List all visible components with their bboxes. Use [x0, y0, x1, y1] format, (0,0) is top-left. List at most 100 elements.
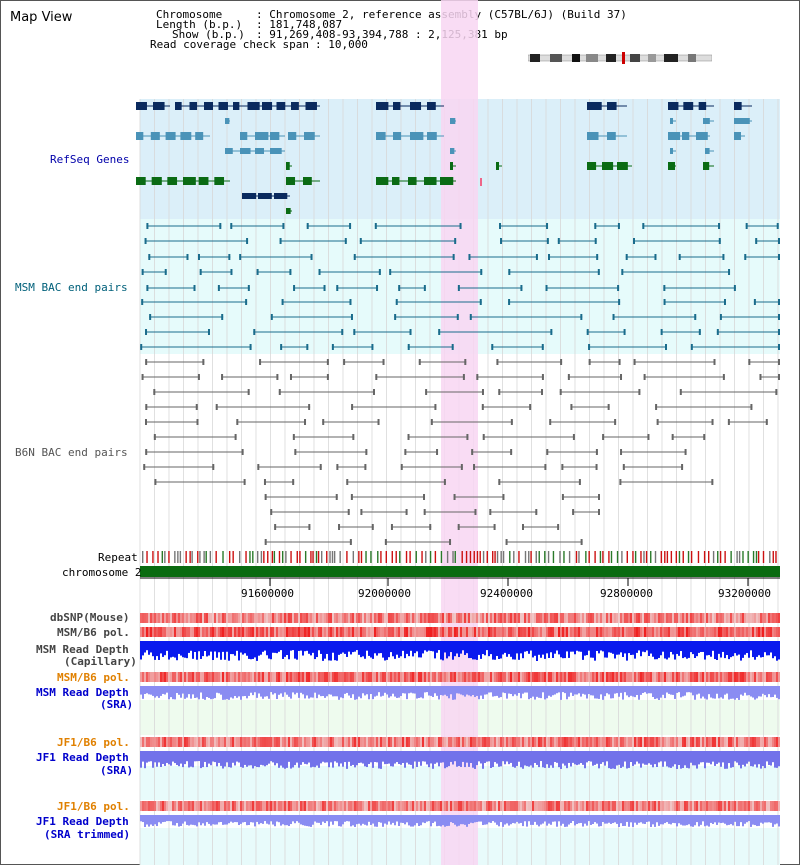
track-label-jf1-depth-trim-1[interactable]: JF1 Read Depth	[36, 815, 129, 828]
read-depth-bar	[588, 686, 590, 695]
read-depth-bar	[430, 641, 432, 651]
refseq-genes-track[interactable]	[136, 102, 752, 214]
read-depth-bar	[678, 686, 680, 693]
polymorphism-cell	[214, 627, 216, 637]
polymorphism-cell	[432, 801, 434, 811]
track-label-b6n-bac[interactable]: B6N BAC end pairs	[15, 446, 128, 459]
read-depth-bar	[504, 751, 506, 765]
polymorphism-cell	[218, 613, 220, 623]
read-depth-bar	[328, 641, 330, 661]
track-label-repeat[interactable]: Repeat	[98, 551, 138, 564]
polymorphism-cell	[492, 627, 494, 637]
chromosome-ideogram-icon[interactable]	[528, 52, 712, 64]
polymorphism-cell	[300, 801, 302, 811]
read-depth-bar	[462, 815, 464, 825]
polymorphism-cell	[312, 672, 314, 682]
read-depth-tracks[interactable]	[140, 641, 780, 827]
polymorphism-cell	[426, 737, 428, 747]
polymorphism-cell	[740, 613, 742, 623]
read-depth-bar	[228, 686, 230, 700]
read-depth-bar	[734, 686, 736, 700]
track-label-dbsnp[interactable]: dbSNP(Mouse)	[50, 611, 130, 624]
read-depth-bar	[634, 815, 636, 823]
polymorphism-cell	[148, 627, 150, 637]
read-depth-bar	[262, 686, 264, 699]
msm-end	[256, 269, 259, 275]
track-label-msm-b6-pol-2[interactable]: MSM/B6 pol.	[57, 671, 130, 684]
polymorphism-cell	[486, 801, 488, 811]
selection-highlight[interactable]	[441, 0, 478, 865]
track-label-msm-depth-sra-1[interactable]: MSM Read Depth	[36, 686, 129, 699]
track-label-jf1-b6-pol-1[interactable]: JF1/B6 pol.	[57, 736, 130, 749]
polymorphism-cell	[606, 801, 608, 811]
track-label-jf1-b6-pol-2[interactable]: JF1/B6 pol.	[57, 800, 130, 813]
polymorphism-cell	[296, 672, 298, 682]
track-label-refseq[interactable]: RefSeq Genes	[50, 153, 130, 166]
read-depth-bar	[232, 815, 234, 823]
read-depth-bar	[746, 641, 748, 654]
polymorphism-tracks[interactable]	[140, 613, 780, 811]
msm-end	[219, 223, 222, 229]
chromosome-track[interactable]	[140, 566, 780, 577]
polymorphism-cell	[272, 737, 274, 747]
read-depth-bar	[188, 641, 190, 653]
read-depth-bar	[412, 686, 414, 694]
polymorphism-cell	[432, 627, 434, 637]
polymorphism-cell	[304, 613, 306, 623]
polymorphism-cell	[542, 613, 544, 623]
read-depth-bar	[542, 751, 544, 768]
polymorphism-cell	[386, 672, 388, 682]
read-depth-bar	[622, 641, 624, 657]
read-depth-bar	[422, 815, 424, 823]
polymorphism-cell	[176, 737, 178, 747]
read-depth-bar	[290, 751, 292, 769]
polymorphism-cell	[414, 801, 416, 811]
read-depth-bar	[484, 751, 486, 764]
polymorphism-cell	[492, 801, 494, 811]
gene-exon	[258, 193, 272, 199]
read-depth-bar	[404, 641, 406, 659]
polymorphism-cell	[758, 627, 760, 637]
repeat-element	[707, 551, 710, 563]
polymorphism-cell	[160, 737, 162, 747]
read-depth-bar	[654, 641, 656, 660]
read-depth-bar	[310, 751, 312, 768]
polymorphism-cell	[732, 801, 734, 811]
polymorphism-cell	[220, 672, 222, 682]
msm-bac-track[interactable]	[140, 223, 780, 350]
read-depth-bar	[316, 641, 318, 658]
polymorphism-cell	[586, 627, 588, 637]
read-depth-bar	[662, 815, 664, 825]
read-depth-bar	[156, 751, 158, 767]
region-highlight	[441, 0, 478, 865]
polymorphism-cell	[372, 627, 374, 637]
polymorphism-cell	[752, 613, 754, 623]
read-depth-bar	[776, 751, 778, 768]
track-label-msm-bac[interactable]: MSM BAC end pairs	[15, 281, 128, 294]
read-depth-bar	[668, 641, 670, 658]
msm-end	[394, 314, 397, 320]
b6n-end	[425, 389, 428, 395]
repeat-track[interactable]	[142, 551, 777, 563]
polymorphism-cell	[626, 737, 628, 747]
b6n-bac-track[interactable]	[141, 359, 780, 545]
track-label-jf1-depth-sra-1[interactable]: JF1 Read Depth	[36, 751, 129, 764]
read-depth-bar	[724, 815, 726, 824]
track-label-msm-b6-pol-1[interactable]: MSM/B6 pol.	[57, 626, 130, 639]
polymorphism-cell	[554, 801, 556, 811]
repeat-element	[385, 551, 387, 563]
read-depth-bar	[252, 686, 254, 696]
header-info: Chromosome: Chromosome 2, reference asse…	[150, 9, 627, 50]
b6n-end	[418, 359, 421, 365]
track-label-chromosome[interactable]: chromosome 2	[62, 566, 142, 579]
polymorphism-cell	[210, 672, 212, 682]
polymorphism-cell	[208, 613, 210, 623]
read-depth-bar	[474, 815, 476, 823]
read-depth-bar	[678, 751, 680, 766]
polymorphism-cell	[580, 627, 582, 637]
track-label-msm-depth-cap-1[interactable]: MSM Read Depth	[36, 643, 129, 656]
polymorphism-cell	[568, 801, 570, 811]
polymorphism-cell	[476, 801, 478, 811]
read-depth-bar	[704, 686, 706, 699]
